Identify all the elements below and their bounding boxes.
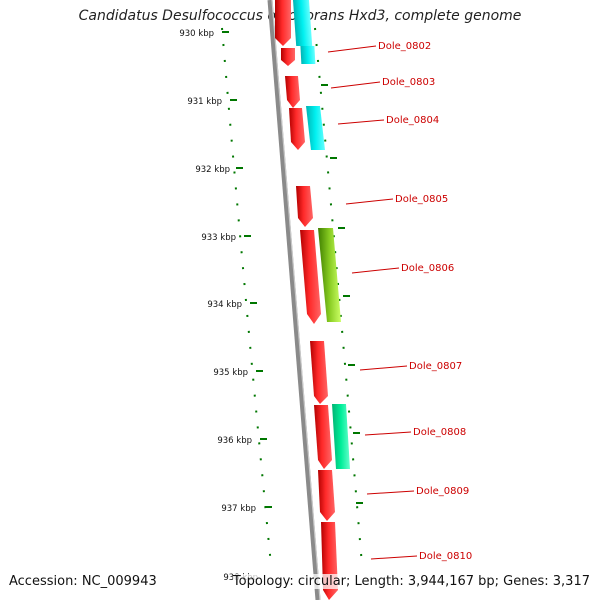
feature-guide-line bbox=[314, 27, 363, 566]
tick-marks bbox=[222, 31, 272, 508]
gene-arrow bbox=[281, 48, 295, 66]
label-leaders bbox=[327, 45, 418, 560]
gene-arrow bbox=[314, 405, 332, 469]
tick-label: 932 kbp bbox=[195, 165, 230, 175]
cds-features bbox=[275, 0, 338, 600]
genome-backbone bbox=[267, 0, 321, 600]
gene-label-dole-0802[interactable]: Dole_0802 bbox=[378, 41, 431, 52]
gene-arrow bbox=[318, 470, 335, 521]
tick-label: 935 kbp bbox=[213, 368, 248, 378]
gene-arrow bbox=[310, 341, 328, 404]
gene-arrow bbox=[296, 186, 313, 227]
tick-label: 934 kbp bbox=[207, 300, 242, 310]
gene-label-dole-0804[interactable]: Dole_0804 bbox=[386, 115, 439, 126]
gene-label-dole-0805[interactable]: Dole_0805 bbox=[395, 194, 448, 205]
tick-label: 937 kbp bbox=[221, 504, 256, 514]
feature-box bbox=[318, 228, 341, 322]
feature-box bbox=[332, 404, 350, 469]
gene-label-dole-0806[interactable]: Dole_0806 bbox=[401, 263, 454, 274]
topology-text: Topology: circular; Length: 3,944,167 bp… bbox=[232, 574, 590, 589]
tick-label: 931 kbp bbox=[187, 97, 222, 107]
accession-text: Accession: NC_009943 bbox=[9, 574, 157, 589]
feature-marks bbox=[321, 84, 363, 504]
other-features bbox=[293, 0, 350, 469]
tick-label: 936 kbp bbox=[217, 436, 252, 446]
gene-arrow bbox=[289, 108, 305, 150]
gene-label-dole-0808[interactable]: Dole_0808 bbox=[413, 427, 466, 438]
feature-box bbox=[293, 0, 313, 46]
gene-label-dole-0809[interactable]: Dole_0809 bbox=[416, 486, 469, 497]
tick-label: 933 kbp bbox=[201, 233, 236, 243]
gene-label-dole-0807[interactable]: Dole_0807 bbox=[409, 361, 462, 372]
gene-arrow bbox=[275, 0, 291, 46]
gene-arrow bbox=[285, 76, 300, 108]
tick-guide-line bbox=[221, 27, 272, 566]
tick-label: 930 kbp bbox=[179, 29, 214, 39]
gene-label-dole-0803[interactable]: Dole_0803 bbox=[382, 77, 435, 88]
feature-box bbox=[300, 46, 316, 64]
feature-box bbox=[306, 106, 325, 150]
gene-arrow bbox=[300, 230, 321, 324]
gene-label-dole-0810[interactable]: Dole_0810 bbox=[419, 551, 472, 562]
